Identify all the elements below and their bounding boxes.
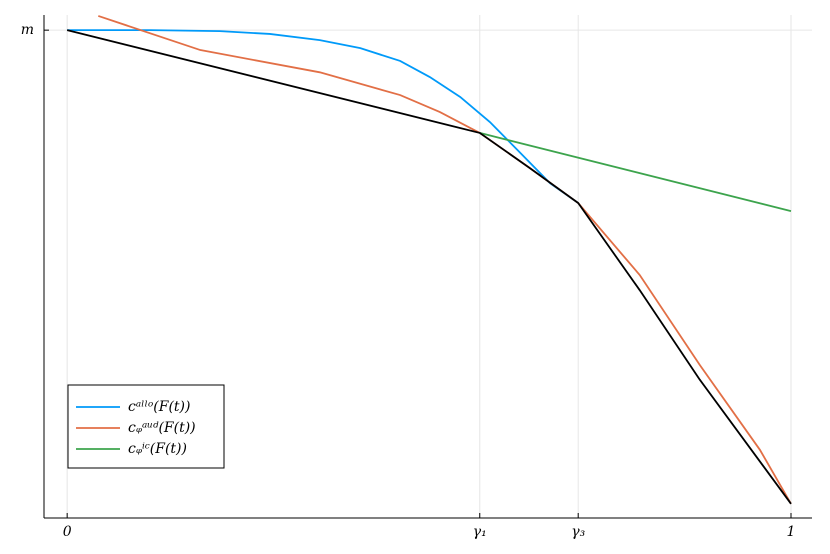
legend-label: cᵃˡˡᵒ(F(t)) xyxy=(128,399,190,415)
series-line xyxy=(67,29,579,204)
legend-box xyxy=(67,384,225,469)
x-tick-label: 0 xyxy=(63,524,72,540)
x-tick-label: γ₃ xyxy=(571,524,585,540)
series-line xyxy=(66,29,792,505)
legend-label: cᵩᵃᵘᵈ(F(t)) xyxy=(128,420,196,436)
x-tick-label: γ₁ xyxy=(473,524,487,540)
legend-label: cᵩⁱᶜ(F(t)) xyxy=(128,441,187,457)
y-tick-label: m xyxy=(21,22,34,38)
series-line xyxy=(479,132,792,212)
x-tick-label: 1 xyxy=(787,524,796,540)
